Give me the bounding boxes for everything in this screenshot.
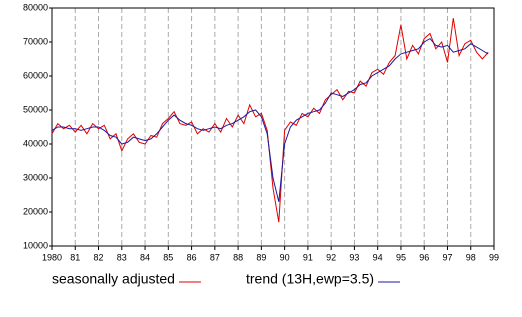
x-tick-label: 84 xyxy=(140,252,150,262)
x-tick-label: 91 xyxy=(303,252,313,262)
x-tick-label: 86 xyxy=(187,252,197,262)
x-tick-label: 82 xyxy=(94,252,104,262)
x-tick-label: 83 xyxy=(117,252,127,262)
series-line xyxy=(51,18,489,223)
x-tick-label: 89 xyxy=(256,252,266,262)
y-tick-label: 40000 xyxy=(23,138,48,148)
y-tick-label: 60000 xyxy=(23,70,48,80)
y-tick-label: 70000 xyxy=(23,36,48,46)
x-tick-label: 98 xyxy=(466,252,476,262)
x-tick-label: 88 xyxy=(233,252,243,262)
x-tick-label: 90 xyxy=(280,252,290,262)
plot-frame xyxy=(51,7,495,247)
x-tick-label: 96 xyxy=(419,252,429,262)
y-tick-label: 20000 xyxy=(23,206,48,216)
x-tick-label: 94 xyxy=(373,252,383,262)
y-tick-label: 80000 xyxy=(23,2,48,12)
legend-label: seasonally adjusted xyxy=(52,271,175,287)
legend-label: trend (13H,ewp=3.5) xyxy=(246,271,374,287)
y-tick-label: 50000 xyxy=(23,104,48,114)
x-tick-label: 97 xyxy=(442,252,452,262)
x-tick-label: 95 xyxy=(396,252,406,262)
x-tick-label: 85 xyxy=(163,252,173,262)
x-tick-label: 93 xyxy=(349,252,359,262)
series-line xyxy=(51,37,489,202)
x-tick-label: 1980 xyxy=(42,252,62,262)
x-tick-label: 99 xyxy=(489,252,499,262)
x-tick-label: 81 xyxy=(70,252,80,262)
y-tick-label: 30000 xyxy=(23,172,48,182)
x-tick-label: 92 xyxy=(326,252,336,262)
y-tick-label: 10000 xyxy=(23,240,48,250)
x-tick-label: 87 xyxy=(210,252,220,262)
